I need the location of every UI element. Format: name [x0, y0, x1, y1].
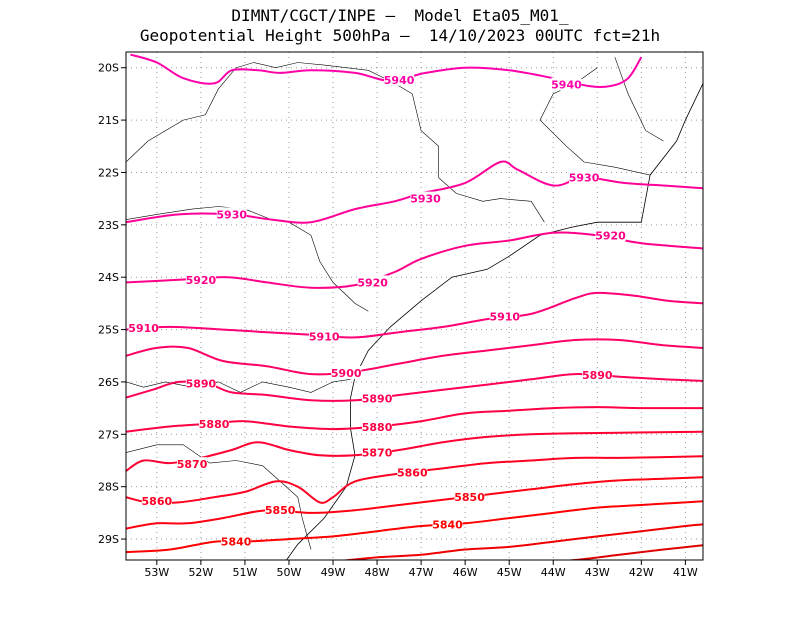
plot-frame — [125, 51, 704, 561]
contour-5840 — [126, 500, 703, 554]
contour-label: 5870 — [362, 447, 393, 460]
contour-label-bg — [432, 517, 463, 531]
contour-label-bg — [595, 228, 626, 242]
contour-5820 — [561, 544, 703, 560]
contour-label-bg — [582, 368, 613, 382]
lon-tick-label: 47W — [409, 566, 434, 579]
contour-label: 5910 — [128, 322, 159, 335]
contour-label: 5890 — [186, 378, 217, 391]
contour-label: 5880 — [362, 421, 393, 434]
lon-tick-label: 48W — [365, 566, 390, 579]
contour-label-bg — [221, 534, 252, 548]
contour-label-bg — [362, 445, 393, 459]
contour-label: 5860 — [397, 467, 428, 480]
contour-label: 5940 — [551, 78, 582, 91]
axis-ticks: 53W 52W 51W 50W 49W 48W 47W 46W 45W 44W 43W 42W 41W 2… — [98, 62, 698, 579]
contour-label: 5930 — [410, 193, 441, 206]
height-contours: 5940 5940 5930 5930 5930 5920 5920 5920 5910 5910… — [126, 53, 703, 560]
contour-label: 5860 — [142, 495, 173, 508]
contour-label: 5850 — [454, 491, 485, 504]
contour-label-bg — [331, 366, 362, 380]
contour-label: 5910 — [489, 310, 520, 323]
contour-5940 — [130, 53, 643, 89]
lat-tick-label: 28S — [98, 481, 119, 494]
lon-tick-label: 44W — [541, 566, 566, 579]
contour-5860 — [126, 455, 703, 505]
contour-label-bg — [185, 272, 216, 286]
contour-label-bg — [185, 376, 216, 390]
lat-tick-label: 23S — [98, 219, 119, 232]
lat-tick-label: 29S — [98, 533, 119, 546]
contour-label-bg — [410, 191, 441, 205]
coastline — [285, 83, 703, 560]
contour-label: 5910 — [309, 330, 340, 343]
contour-label: 5920 — [595, 229, 626, 242]
contour-label-bg — [128, 320, 159, 334]
state-border — [126, 379, 351, 393]
lon-tick-label: 46W — [453, 566, 478, 579]
state-border — [126, 62, 545, 223]
contour-label: 5940 — [384, 74, 415, 87]
lat-tick-label: 24S — [98, 271, 119, 284]
contour-label: 5920 — [186, 274, 217, 287]
contour-label: 5930 — [569, 172, 600, 185]
contour-label: 5890 — [362, 393, 393, 406]
lat-tick-label: 22S — [98, 166, 119, 179]
contour-label-bg — [141, 493, 172, 507]
contour-label-bg — [454, 490, 485, 504]
lon-tick-label: 51W — [232, 566, 257, 579]
contour-label-bg — [265, 503, 296, 517]
lat-tick-label: 27S — [98, 428, 119, 441]
contour-label-bg — [177, 457, 208, 471]
contour-5920 — [126, 231, 703, 289]
lat-tick-label: 21S — [98, 114, 119, 127]
lat-tick-label: 25S — [98, 324, 119, 337]
contour-label: 5840 — [432, 518, 463, 531]
lon-tick-label: 50W — [277, 566, 302, 579]
contour-label: 5930 — [216, 208, 247, 221]
contour-label-bg — [357, 275, 388, 289]
contour-label-bg — [551, 77, 582, 91]
lon-tick-label: 52W — [188, 566, 213, 579]
contour-label: 5920 — [357, 276, 388, 289]
contour-label: 5880 — [199, 418, 230, 431]
contour-5900 — [126, 338, 703, 376]
contour-5830 — [339, 523, 703, 560]
state-border — [126, 206, 369, 312]
contour-5910 — [126, 291, 703, 339]
state-border — [614, 57, 664, 142]
contour-5870 — [126, 430, 703, 472]
map-title-line-2: Geopotential Height 500hPa – 14/10/2023 … — [139, 26, 661, 45]
contour-label-bg — [397, 465, 428, 479]
contour-label: 5840 — [221, 536, 252, 549]
lon-tick-label: 45W — [497, 566, 522, 579]
lon-tick-label: 53W — [144, 566, 169, 579]
contour-label-bg — [362, 391, 393, 405]
contour-label-bg — [199, 416, 230, 430]
lon-tick-label: 42W — [629, 566, 654, 579]
contour-label-bg — [362, 419, 393, 433]
contour-label-bg — [489, 309, 520, 323]
lon-tick-label: 49W — [321, 566, 346, 579]
contour-label: 5900 — [331, 367, 362, 380]
contour-5850 — [126, 476, 703, 530]
contour-label: 5850 — [265, 504, 296, 517]
map-title-line-1: DIMNT/CGCT/INPE – Model Eta05_M01_ — [231, 6, 569, 25]
lat-lon-grid — [126, 52, 703, 560]
lat-tick-label: 26S — [98, 376, 119, 389]
lat-tick-label: 20S — [98, 62, 119, 75]
contour-label-bg — [309, 329, 340, 343]
contour-label: 5890 — [582, 369, 613, 382]
contour-label-bg — [384, 72, 415, 86]
state-border — [126, 444, 312, 550]
contour-label-bg — [216, 207, 247, 221]
lon-tick-label: 41W — [673, 566, 698, 579]
lon-tick-label: 43W — [585, 566, 610, 579]
contour-label: 5870 — [177, 458, 208, 471]
contour-5930 — [126, 160, 703, 224]
contour-label-bg — [569, 170, 600, 184]
